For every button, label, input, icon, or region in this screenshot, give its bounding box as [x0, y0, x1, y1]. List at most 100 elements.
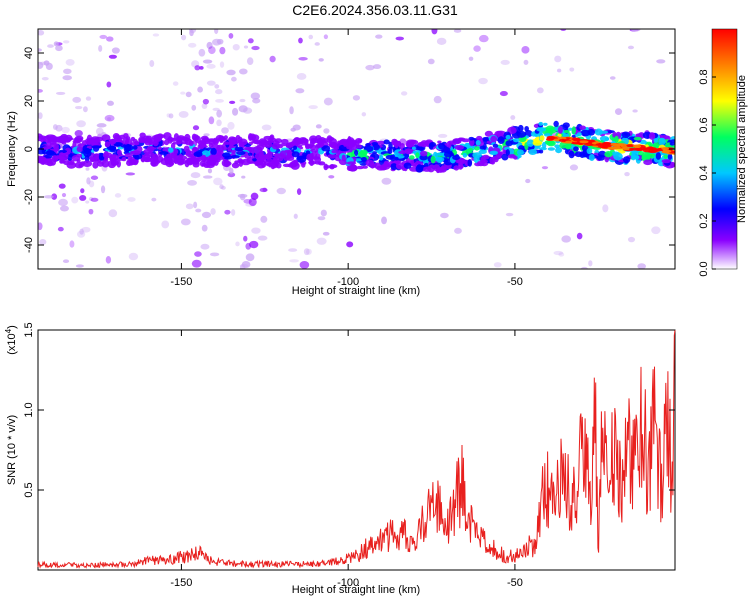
spectrogram-noise-blob — [569, 164, 579, 171]
spectrogram-ridge-blob — [38, 156, 47, 162]
spectrogram-noise-blob — [308, 34, 314, 40]
spectrogram-ridge-blob — [467, 147, 474, 153]
spectrogram-noise-blob — [215, 99, 224, 103]
spectrogram-ridge-blob — [390, 163, 398, 171]
spectrogram-ridge-blob — [223, 141, 232, 145]
spectrogram-ridge-blob — [439, 166, 447, 173]
snr-frame — [37, 329, 676, 571]
spectrogram-noise-blob — [224, 209, 231, 215]
spectrogram-noise-blob — [226, 69, 236, 76]
spectrogram-noise-blob — [181, 34, 187, 41]
spectrogram-ridge-blob — [329, 164, 338, 169]
spectrogram-ridge-blob — [251, 140, 261, 144]
spectrogram-ridge-blob — [173, 157, 179, 165]
spectrogram-ridge-blob — [321, 145, 331, 152]
spectrogram-noise-blob — [69, 240, 75, 248]
spectrogram-noise-blob — [322, 231, 330, 236]
spectrogram-ridge-blob — [197, 143, 205, 150]
spectrogram-ridge-blob — [365, 142, 371, 147]
spectrogram-noise-blob — [100, 185, 106, 194]
spectrogram-noise-blob — [656, 59, 666, 64]
spectrogram-noise-blob — [561, 235, 572, 243]
spectrogram-noise-blob — [500, 59, 510, 65]
spectrogram-ridge-blob — [376, 140, 386, 145]
spectrogram-ridge-blob — [247, 133, 253, 142]
spectrogram-ridge-blob — [128, 162, 134, 166]
spectrogram-ridge-blob — [91, 145, 102, 149]
spectrogram-ridge-blob — [282, 163, 292, 168]
spectrogram-noise-blob — [88, 208, 94, 215]
spectrogram-noise-blob — [206, 41, 213, 50]
spectrogram-ridge-blob — [489, 157, 494, 164]
spectrogram-ridge-blob — [516, 130, 527, 138]
spectrogram-noise-blob — [219, 184, 224, 190]
spectrogram-noise-blob — [314, 42, 320, 46]
spectrogram-noise-blob — [202, 98, 209, 105]
spectrogram-noise-blob — [39, 238, 47, 245]
spectrogram-ridge-blob — [236, 150, 246, 156]
spectrogram-ridge-blob — [513, 138, 520, 143]
spectrogram-ridge-blob — [505, 149, 510, 157]
spectrogram-ridge-blob — [613, 152, 623, 161]
spectrogram-ridge-blob — [641, 152, 650, 160]
spectrogram-noise-blob — [523, 59, 529, 65]
spectrogram-peak-blob — [620, 144, 628, 148]
spectrogram-ridge-blob — [532, 140, 543, 146]
spectrogram-noise-blob — [231, 76, 237, 82]
spectrogram-ridge-blob — [553, 120, 559, 127]
spectrogram-noise-blob — [227, 121, 235, 130]
spectrogram-ridge-blob — [293, 137, 302, 143]
spectrogram-ridge-blob — [408, 155, 415, 160]
spectrogram-noise-blob — [207, 168, 213, 174]
spectrogram-ridge-blob — [90, 139, 98, 147]
spectrogram-ridge-blob — [227, 146, 232, 152]
spectrogram-y-tick-label: -40 — [23, 237, 35, 253]
spectrogram-noise-blob — [194, 65, 201, 71]
spectrogram-noise-blob — [453, 29, 462, 33]
snr-scale-label: (x104) — [4, 325, 18, 355]
spectrogram-ridge-blob — [524, 125, 529, 132]
spectrogram-noise-blob — [505, 212, 514, 217]
spectrogram-noise-blob — [108, 54, 117, 59]
spectrogram-ridge-blob — [94, 136, 104, 142]
spectrogram-ridge-blob — [403, 162, 412, 169]
spectrogram-peak-blob — [607, 146, 619, 150]
spectrogram-noise-blob — [71, 196, 79, 204]
spectrogram-ridge-blob — [256, 161, 262, 166]
spectrogram-ridge-blob — [355, 138, 363, 144]
spectrogram-ridge-blob — [516, 149, 524, 156]
spectrogram-noise-blob — [241, 175, 246, 179]
spectrogram-noise-blob — [651, 226, 661, 235]
spectrogram-ridge-blob — [475, 139, 481, 146]
spectrogram-noise-blob — [58, 198, 68, 207]
spectrogram-noise-blob — [99, 34, 108, 40]
spectrogram-noise-blob — [79, 195, 87, 201]
spectrogram-noise-blob — [214, 84, 220, 89]
spectrogram-ridge-blob — [453, 165, 460, 171]
spectrogram-ridge-blob — [143, 156, 152, 163]
spectrogram-ridge-blob — [150, 159, 159, 167]
spectrogram-noise-blob — [53, 41, 59, 47]
spectrogram-noise-blob — [212, 38, 222, 46]
spectrogram-noise-blob — [201, 211, 212, 219]
spectrogram-ridge-blob — [505, 140, 513, 147]
spectrogram-noise-blob — [172, 81, 179, 86]
spectrogram-noise-blob — [558, 252, 565, 257]
spectrogram-ridge-blob — [143, 148, 153, 155]
spectrogram-ridge-blob — [167, 147, 174, 153]
spectrogram-noise-blob — [295, 88, 305, 94]
spectrogram-ridge-blob — [327, 153, 337, 159]
spectrogram-noise-blob — [288, 248, 298, 252]
spectrogram-noise-blob — [365, 64, 375, 71]
spectrogram-noise-blob — [58, 183, 66, 189]
spectrogram-ridge-blob — [669, 141, 675, 146]
spectrogram-noise-blob — [251, 227, 261, 234]
spectrogram-noise-blob — [289, 106, 294, 115]
spectrogram-noise-blob — [85, 167, 90, 171]
spectrogram-noise-blob — [193, 201, 198, 209]
spectrogram-ridge-blob — [507, 154, 517, 159]
spectrogram-ridge-blob — [658, 137, 666, 146]
spectrogram-ridge-blob — [452, 155, 461, 161]
spectrogram-ridge-blob — [310, 149, 319, 153]
